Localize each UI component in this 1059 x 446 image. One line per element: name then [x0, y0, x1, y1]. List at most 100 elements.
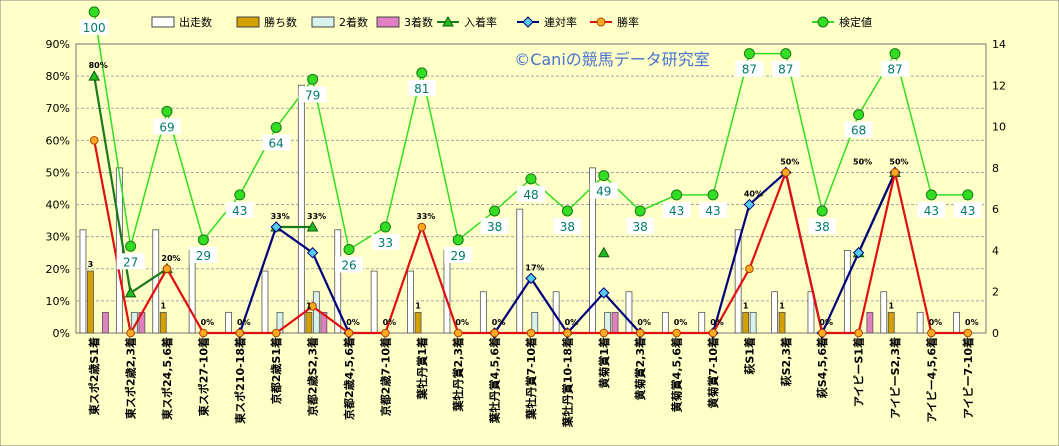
legend-marker [817, 16, 829, 28]
marker-point [526, 328, 536, 338]
marker-point [490, 328, 499, 338]
category-label: 葉牡丹賞2,3着 [451, 337, 465, 413]
category-label: 東スポ210-18着 [233, 337, 247, 424]
rate-label: 50% [889, 157, 908, 166]
legend-label: 2着数 [339, 15, 368, 29]
bar [102, 311, 109, 334]
right-tick-label: 12 [992, 79, 1006, 92]
bar [479, 291, 487, 334]
category-label: 葉牡丹賞4,5,6着 [488, 337, 502, 424]
kentei-value-label: 38 [487, 220, 502, 234]
kentei-value-label: 79 [305, 88, 320, 102]
marker-point [852, 247, 865, 259]
kentei-label-box [808, 217, 837, 234]
category-label: 黄菊賞2,3着 [633, 337, 647, 401]
marker-point [489, 205, 501, 217]
kentei-label-box [480, 217, 509, 234]
bar [407, 270, 414, 334]
right-tick-label: 0 [992, 327, 999, 340]
rate-label: 50% [780, 157, 799, 166]
left-tick-label: 0% [53, 327, 70, 340]
marker-point [234, 189, 246, 201]
marker-point [817, 328, 827, 338]
kentei-label-box [262, 134, 291, 151]
marker-point [270, 221, 282, 233]
count-label: 1 [779, 301, 785, 310]
marker-point [453, 328, 463, 338]
rate-label: 20% [161, 254, 180, 263]
left-tick-label: 50% [46, 166, 70, 179]
marker-point [270, 121, 282, 133]
kentei-label-box [225, 201, 254, 218]
legend-marker [522, 16, 534, 28]
category-label: 萩S1着 [742, 337, 756, 376]
rate-label: 50% [853, 157, 872, 166]
marker-point [89, 136, 99, 145]
rate-label: 0% [710, 318, 724, 327]
left-tick-label: 90% [46, 38, 70, 51]
left-tick-label: 80% [46, 70, 70, 83]
kentei-label-box [116, 253, 145, 270]
bar [698, 311, 706, 334]
bar [516, 208, 524, 334]
bar [414, 311, 422, 334]
rate-label: 0% [965, 318, 979, 327]
bar [866, 311, 874, 334]
legend-label: 出走数 [179, 15, 212, 29]
bar [778, 311, 786, 334]
kentei-label-box [298, 86, 327, 103]
marker-point [925, 189, 937, 201]
kentei-label-box [735, 60, 764, 77]
left-tick-label: 40% [46, 199, 70, 212]
marker-point [708, 328, 718, 338]
bar [771, 291, 778, 334]
kentei-value-label: 68 [851, 124, 866, 138]
kentei-label-box [517, 185, 545, 202]
kentei-value-label: 100 [83, 21, 106, 35]
category-label: 京都2歳S2,3着 [306, 337, 320, 416]
legend-marker [442, 15, 454, 27]
line-series [88, 6, 974, 339]
marker-point [88, 6, 100, 18]
category-label: 東スポ2歳S1着 [87, 337, 101, 415]
bar [611, 311, 619, 334]
bar [749, 311, 757, 334]
kentei-label-box [881, 60, 909, 77]
bar-series [79, 84, 960, 334]
bar [843, 250, 851, 334]
marker-point [671, 189, 683, 201]
kentei-value-label: 81 [414, 82, 429, 96]
marker-point [598, 170, 610, 182]
marker-point [124, 286, 137, 298]
right-tick-label: 2 [992, 286, 999, 299]
category-label: アイビーS1着 [852, 337, 866, 407]
marker-point [597, 246, 610, 258]
bar [305, 311, 313, 334]
marker-point [635, 328, 645, 338]
rate-label: 0% [674, 318, 688, 327]
kentei-label-box [699, 201, 727, 218]
category-label: 葉牡丹賞10-18着 [560, 337, 574, 428]
kentei-value-label: 87 [742, 63, 757, 77]
rate-label: 0% [492, 318, 506, 327]
kentei-label-box [189, 246, 218, 263]
bar [320, 311, 328, 334]
marker-point [416, 67, 428, 79]
kentei-value-label: 38 [633, 220, 648, 234]
marker-point [743, 198, 756, 211]
marker-point [927, 328, 936, 338]
rate-label: 33% [271, 212, 290, 221]
marker-point [525, 173, 537, 185]
category-label: 葉牡丹賞7-10着 [524, 337, 538, 421]
rate-label: 0% [929, 318, 943, 327]
category-label: 萩S4,5,6着 [815, 337, 829, 399]
bar [953, 311, 960, 334]
right-tick-label: 4 [992, 244, 999, 257]
marker-point [306, 221, 319, 232]
marker-point [162, 264, 172, 274]
marker-point [890, 168, 900, 177]
bar [370, 270, 378, 334]
left-tick-label: 30% [46, 231, 70, 244]
